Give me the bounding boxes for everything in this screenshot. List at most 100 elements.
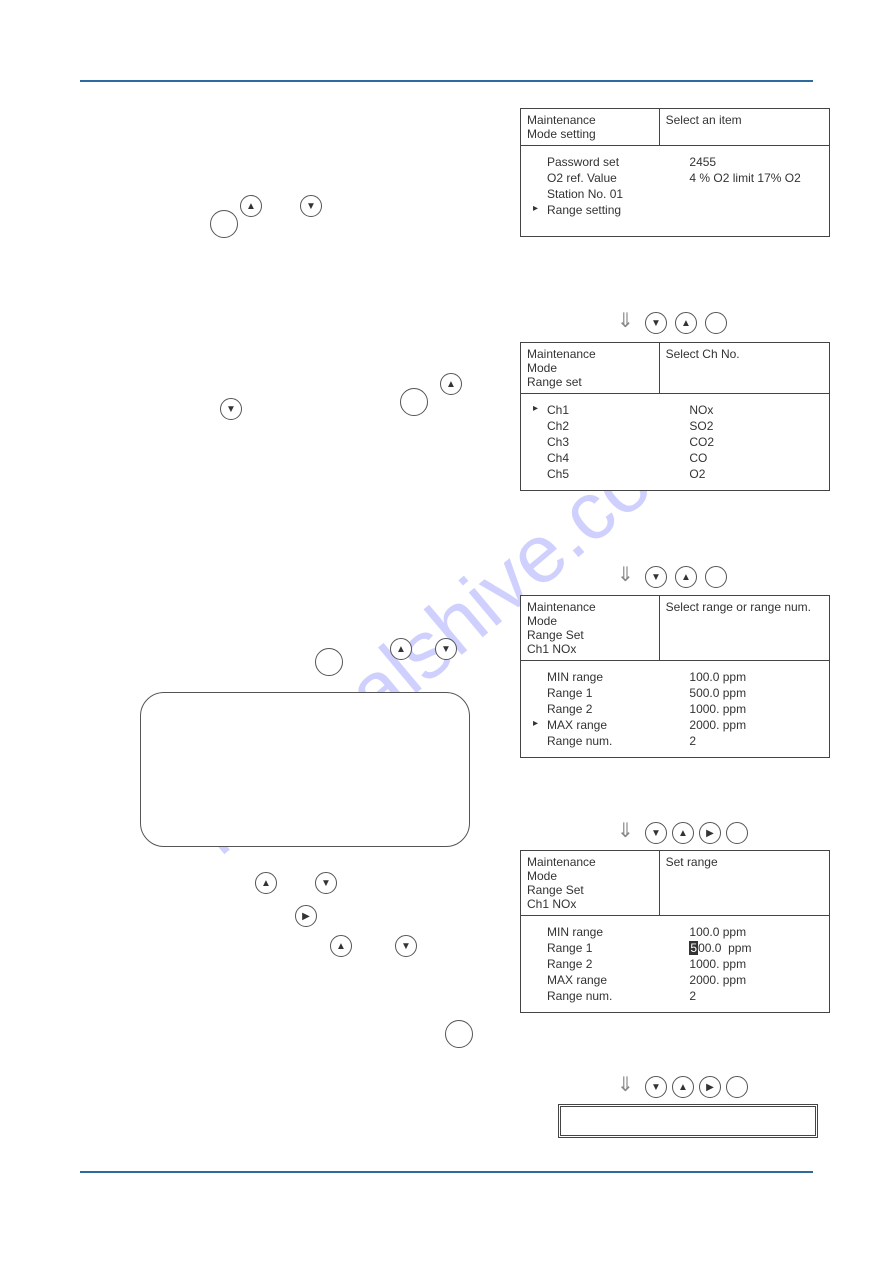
arrow-down-icon: ▼ (651, 1082, 661, 1093)
up-icon[interactable]: ▲ (672, 822, 694, 844)
list-item: Ch3CO2 (531, 434, 819, 450)
screen3-body: MIN range100.0 ppm Range 1500.0 ppm Rang… (521, 661, 829, 757)
down-arrow-icon: ⇓ (617, 818, 634, 843)
screen-maintenance-mode-setting: Maintenance Mode setting Select an item … (520, 108, 830, 237)
ent-icon[interactable] (726, 1076, 748, 1098)
list-item: Range 1500.0 ppm (531, 685, 819, 701)
list-item: Password set2455 (531, 154, 819, 170)
item-label: MAX range (531, 718, 689, 732)
list-item: Range setting (531, 202, 819, 218)
right-button-4-icon[interactable]: ▶ (295, 905, 317, 927)
list-item: Range 21000. ppm (531, 701, 819, 717)
item-value: 2000. ppm (689, 973, 819, 987)
item-value: CO2 (689, 435, 819, 449)
up-icon[interactable]: ▲ (675, 312, 697, 334)
item-label: Password set (531, 155, 689, 169)
item-label: Range num. (531, 734, 689, 748)
down-button-4-icon[interactable]: ▼ (315, 872, 337, 894)
down-icon[interactable]: ▼ (645, 1076, 667, 1098)
screen2-title-l1: Maintenance (527, 347, 653, 361)
screen2-body: Ch1NOx Ch2SO2 Ch3CO2 Ch4CO Ch5O2 (521, 394, 829, 490)
ent-icon[interactable] (726, 822, 748, 844)
screen4-body: MIN range100.0 ppm Range 1500.0 ppm Rang… (521, 916, 829, 1012)
blank-button-3[interactable] (315, 648, 343, 676)
screen4-title: Maintenance Mode Range Set Ch1 NOx (521, 851, 660, 915)
item-label: Range 1 (531, 941, 689, 955)
item-value: 1000. ppm (689, 702, 819, 716)
down-arrow-icon: ⇓ (617, 1072, 634, 1097)
screen4-message: Set range (660, 851, 724, 915)
screen1-body: Password set2455 O2 ref. Value4 % O2 lim… (521, 146, 829, 236)
item-label: MAX range (531, 973, 689, 987)
list-item: MAX range2000. ppm (531, 717, 819, 733)
screen4-title-l4: Ch1 NOx (527, 897, 653, 911)
item-label: Ch4 (531, 451, 689, 465)
screen-range-set-channels: Maintenance Mode Range set Select Ch No.… (520, 342, 830, 491)
note-box (140, 692, 470, 847)
up-button-3-icon[interactable]: ▲ (390, 638, 412, 660)
list-item: Range num.2 (531, 733, 819, 749)
arrow-right-icon: ▶ (706, 828, 714, 839)
item-value: 2 (689, 989, 819, 1003)
arrow-up-icon: ▲ (336, 941, 346, 952)
item-label: Range num. (531, 989, 689, 1003)
item-label: Station No. 01 (531, 187, 689, 201)
item-label: Ch2 (531, 419, 689, 433)
screen3-message: Select range or range num. (660, 596, 817, 660)
item-value: NOx (689, 403, 819, 417)
list-item: MAX range2000. ppm (531, 972, 819, 988)
arrow-right-icon: ▶ (706, 1082, 714, 1093)
down-button-5-icon[interactable]: ▼ (395, 935, 417, 957)
up-button-5-icon[interactable]: ▲ (330, 935, 352, 957)
list-item: Range 21000. ppm (531, 956, 819, 972)
item-value (689, 203, 819, 217)
item-value: 4 % O2 limit 17% O2 (689, 171, 819, 185)
arrow-up-icon: ▲ (396, 644, 406, 655)
item-label: Range setting (531, 203, 689, 217)
right-icon[interactable]: ▶ (699, 1076, 721, 1098)
screen2-title: Maintenance Mode Range set (521, 343, 660, 393)
arrow-right-icon: ▶ (302, 911, 310, 922)
screen2-title-l3: Range set (527, 375, 653, 389)
arrow-up-icon: ▲ (681, 572, 691, 583)
item-value: 2 (689, 734, 819, 748)
ent-icon[interactable] (705, 312, 727, 334)
screen1-title-l1: Maintenance (527, 113, 653, 127)
item-value: 1000. ppm (689, 957, 819, 971)
blank-button-4[interactable] (445, 1020, 473, 1048)
item-label: MIN range (531, 670, 689, 684)
right-icon[interactable]: ▶ (699, 822, 721, 844)
item-value: 500.0 ppm (689, 686, 819, 700)
down-button-3-icon[interactable]: ▼ (435, 638, 457, 660)
down-icon[interactable]: ▼ (645, 312, 667, 334)
down-button-2-icon[interactable]: ▼ (220, 398, 242, 420)
down-arrow-icon: ⇓ (617, 308, 634, 333)
item-value: 2455 (689, 155, 819, 169)
blank-button-2[interactable] (400, 388, 428, 416)
screen4-header: Maintenance Mode Range Set Ch1 NOx Set r… (521, 851, 829, 916)
list-item: MIN range100.0 ppm (531, 669, 819, 685)
list-item: Ch5O2 (531, 466, 819, 482)
item-value: SO2 (689, 419, 819, 433)
up-button-2-icon[interactable]: ▲ (440, 373, 462, 395)
up-icon[interactable]: ▲ (675, 566, 697, 588)
item-value (689, 187, 819, 201)
arrow-up-icon: ▲ (261, 878, 271, 889)
ent-icon[interactable] (705, 566, 727, 588)
up-button-4-icon[interactable]: ▲ (255, 872, 277, 894)
down-icon[interactable]: ▼ (645, 566, 667, 588)
screen1-header: Maintenance Mode setting Select an item (521, 109, 829, 146)
item-value: 500.0 ppm (689, 941, 819, 955)
down-icon[interactable]: ▼ (645, 822, 667, 844)
up-icon[interactable]: ▲ (672, 1076, 694, 1098)
end-box (558, 1104, 818, 1138)
screen3-header: Maintenance Mode Range Set Ch1 NOx Selec… (521, 596, 829, 661)
up-button-icon[interactable]: ▲ (240, 195, 262, 217)
arrow-down-icon: ▼ (226, 404, 236, 415)
arrow-down-icon: ▼ (321, 878, 331, 889)
blank-button[interactable] (210, 210, 238, 238)
down-button-icon[interactable]: ▼ (300, 195, 322, 217)
arrow-up-icon: ▲ (678, 1082, 688, 1093)
screen4-title-l3: Range Set (527, 883, 653, 897)
arrow-up-icon: ▲ (678, 828, 688, 839)
